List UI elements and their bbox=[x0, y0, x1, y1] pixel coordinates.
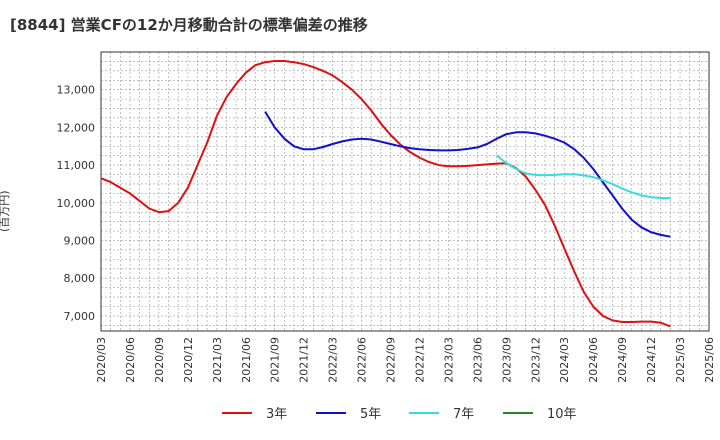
x-tick-label: 2022/03 bbox=[327, 337, 340, 383]
x-tick-label: 2020/12 bbox=[182, 337, 195, 383]
x-tick-label: 2020/03 bbox=[95, 337, 108, 383]
y-tick-label: 12,000 bbox=[57, 121, 96, 134]
x-tick-label: 2021/03 bbox=[211, 337, 224, 383]
y-tick-label: 9,000 bbox=[64, 235, 96, 248]
series-line-0 bbox=[100, 60, 671, 328]
x-tick-label: 2022/12 bbox=[413, 337, 426, 383]
x-tick-label: 2024/03 bbox=[558, 337, 571, 383]
x-tick-label: 2021/06 bbox=[240, 337, 253, 383]
x-tick-label: 2020/06 bbox=[124, 337, 137, 383]
x-tick-label: 2025/03 bbox=[674, 337, 687, 383]
y-tick-label: 8,000 bbox=[64, 272, 96, 285]
x-tick-label: 2025/06 bbox=[703, 337, 716, 383]
x-tick-label: 2022/09 bbox=[385, 337, 398, 383]
y-tick-label: 13,000 bbox=[57, 84, 96, 97]
chart-title: [8844] 営業CFの12か月移動合計の標準偏差の推移 bbox=[10, 16, 368, 34]
y-tick-label: 7,000 bbox=[64, 310, 96, 323]
y-tick-labels: 7,000 8,000 9,000 10,000 11,000 12,000 13,000 bbox=[57, 84, 96, 323]
series-layer bbox=[100, 60, 671, 328]
series-line-1 bbox=[264, 111, 671, 238]
x-tick-label: 2021/09 bbox=[269, 337, 282, 383]
y-tick-label: 11,000 bbox=[57, 159, 96, 172]
x-tick-label: 2020/09 bbox=[153, 337, 166, 383]
x-tick-label: 2023/12 bbox=[529, 337, 542, 383]
legend-label-3: 10年 bbox=[547, 407, 577, 422]
x-tick-label: 2023/09 bbox=[500, 337, 513, 383]
plot-frame bbox=[100, 51, 710, 332]
x-tick-label: 2024/09 bbox=[616, 337, 629, 383]
legend-label-2: 7年 bbox=[453, 407, 474, 422]
legend: 3年 5年 7年 10年 bbox=[222, 407, 577, 422]
x-tick-label: 2023/03 bbox=[442, 337, 455, 383]
legend-label-0: 3年 bbox=[266, 407, 287, 422]
x-tick-label: 2021/12 bbox=[298, 337, 311, 383]
legend-label-1: 5年 bbox=[360, 407, 381, 422]
series-line-2 bbox=[496, 154, 671, 200]
x-tick-label: 2022/06 bbox=[356, 337, 369, 383]
x-tick-label: 2024/12 bbox=[645, 337, 658, 383]
x-tick-labels: 2020/03 2020/06 2020/09 2020/12 2021/03 2021/… bbox=[95, 337, 716, 383]
grid-layer bbox=[100, 52, 710, 331]
x-tick-label: 2023/06 bbox=[471, 337, 484, 383]
y-tick-label: 10,000 bbox=[57, 197, 96, 210]
x-tick-label: 2024/06 bbox=[587, 337, 600, 383]
